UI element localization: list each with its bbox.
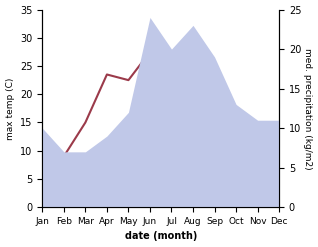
Y-axis label: med. precipitation (kg/m2): med. precipitation (kg/m2): [303, 48, 313, 169]
Y-axis label: max temp (C): max temp (C): [5, 77, 15, 140]
X-axis label: date (month): date (month): [125, 231, 197, 242]
